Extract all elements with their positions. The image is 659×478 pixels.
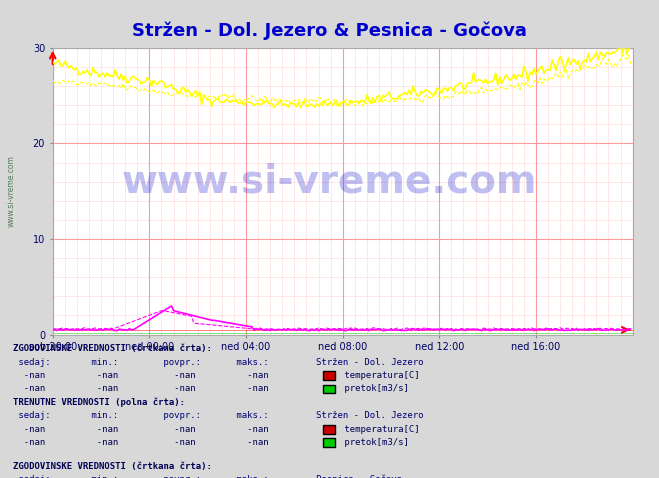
- Text: -nan: -nan: [13, 424, 45, 434]
- Text: povpr.:: povpr.:: [158, 411, 201, 420]
- Text: -nan: -nan: [158, 371, 196, 380]
- Text: maks.:: maks.:: [231, 411, 268, 420]
- Text: sedaj:: sedaj:: [13, 476, 51, 478]
- Text: povpr.:: povpr.:: [158, 358, 201, 367]
- Text: -nan: -nan: [86, 438, 118, 447]
- Text: temperatura[C]: temperatura[C]: [339, 371, 420, 380]
- Text: www.si-vreme.com: www.si-vreme.com: [7, 155, 16, 227]
- Text: -nan: -nan: [231, 438, 268, 447]
- Text: -nan: -nan: [158, 384, 196, 393]
- Text: -nan: -nan: [86, 424, 118, 434]
- Text: Pesnica - Gočova: Pesnica - Gočova: [316, 476, 403, 478]
- Text: min.:: min.:: [86, 411, 118, 420]
- Text: ZGODOVINSKE VREDNOSTI (črtkana črta):: ZGODOVINSKE VREDNOSTI (črtkana črta):: [13, 462, 212, 471]
- Text: Stržen - Dol. Jezero: Stržen - Dol. Jezero: [316, 358, 424, 367]
- Text: min.:: min.:: [86, 476, 118, 478]
- Text: -nan: -nan: [158, 438, 196, 447]
- Text: TRENUTNE VREDNOSTI (polna črta):: TRENUTNE VREDNOSTI (polna črta):: [13, 397, 185, 407]
- Text: min.:: min.:: [86, 358, 118, 367]
- Text: -nan: -nan: [231, 371, 268, 380]
- Text: pretok[m3/s]: pretok[m3/s]: [339, 438, 409, 447]
- Text: ZGODOVINSKE VREDNOSTI (črtkana črta):: ZGODOVINSKE VREDNOSTI (črtkana črta):: [13, 344, 212, 353]
- Text: -nan: -nan: [231, 424, 268, 434]
- Text: -nan: -nan: [158, 424, 196, 434]
- Text: -nan: -nan: [13, 371, 45, 380]
- Text: Stržen - Dol. Jezero: Stržen - Dol. Jezero: [316, 411, 424, 420]
- Text: povpr.:: povpr.:: [158, 476, 201, 478]
- Text: sedaj:: sedaj:: [13, 411, 51, 420]
- Text: temperatura[C]: temperatura[C]: [339, 424, 420, 434]
- Text: maks.:: maks.:: [231, 476, 268, 478]
- Text: -nan: -nan: [86, 371, 118, 380]
- Text: Strž​en - Dol. Jezero & Pesnica - Gočova: Strž​en - Dol. Jezero & Pesnica - Gočova: [132, 22, 527, 40]
- Text: -nan: -nan: [13, 438, 45, 447]
- Text: -nan: -nan: [13, 384, 45, 393]
- Text: -nan: -nan: [86, 384, 118, 393]
- Text: pretok[m3/s]: pretok[m3/s]: [339, 384, 409, 393]
- Text: -nan: -nan: [231, 384, 268, 393]
- Text: sedaj:: sedaj:: [13, 358, 51, 367]
- Text: maks.:: maks.:: [231, 358, 268, 367]
- Text: www.si-vreme.com: www.si-vreme.com: [122, 163, 537, 201]
